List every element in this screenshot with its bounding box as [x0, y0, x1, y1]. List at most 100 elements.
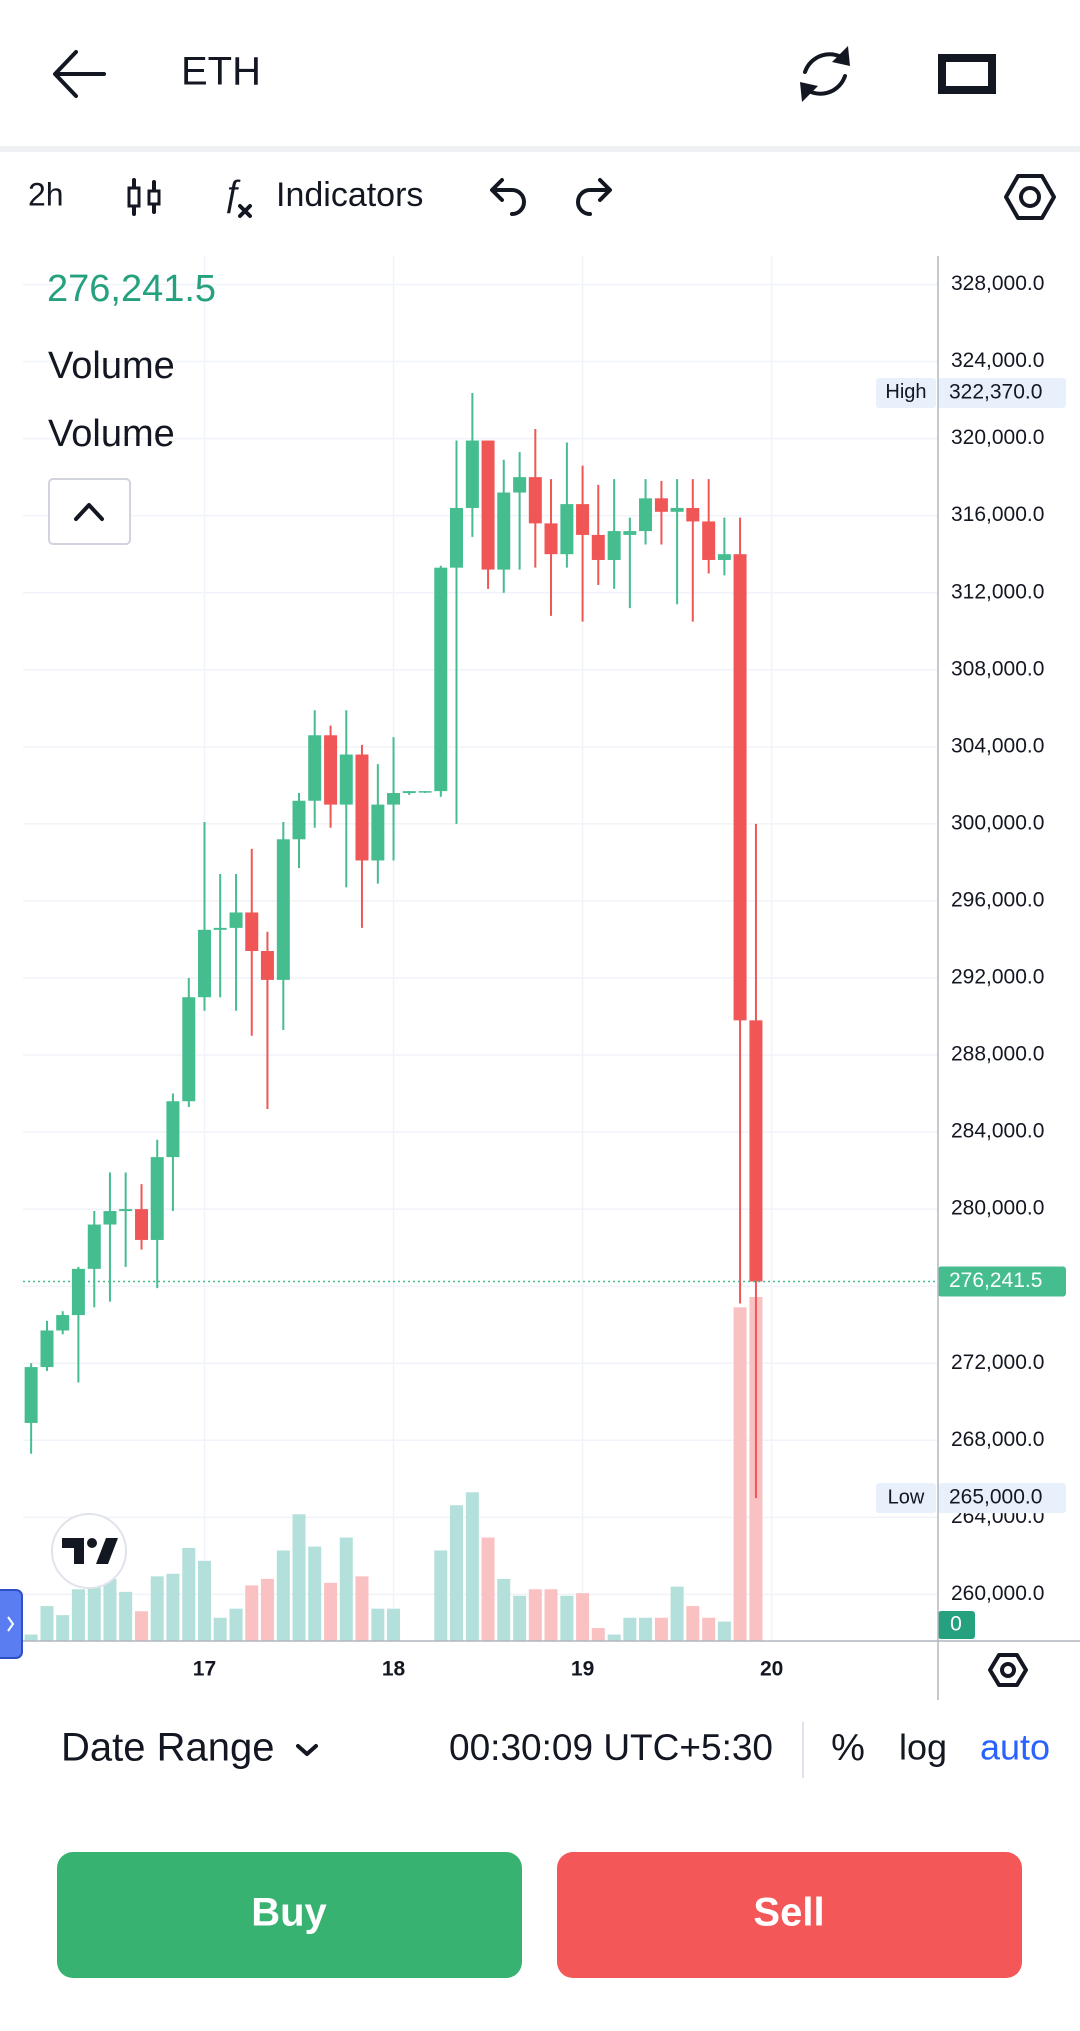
- candle-body: [339, 754, 353, 805]
- candle-body: [150, 1157, 164, 1240]
- candle-body: [166, 1101, 180, 1158]
- y-tick-label: 292,000.0: [951, 966, 1044, 989]
- collapse-legend-button[interactable]: [48, 478, 131, 545]
- y-tick-label: 272,000.0: [951, 1351, 1044, 1374]
- y-tick-label: 304,000.0: [951, 734, 1044, 757]
- settings-button[interactable]: [1004, 174, 1056, 220]
- y-tick-label: 328,000.0: [951, 272, 1044, 295]
- indicators-button[interactable]: ƒ Indicators: [222, 173, 423, 218]
- volume-bar: [229, 1608, 243, 1641]
- tradingview-logo[interactable]: [51, 1513, 127, 1589]
- volume-bar: [119, 1591, 133, 1641]
- buy-label: Buy: [251, 1891, 327, 1935]
- candles: [24, 392, 763, 1499]
- date-range-button[interactable]: Date Range: [61, 1726, 274, 1770]
- volume-bar: [449, 1505, 463, 1641]
- volume-bar: [56, 1615, 70, 1641]
- legend-price: 276,241.5: [47, 268, 216, 310]
- y-tick-label: 316,000.0: [951, 503, 1044, 526]
- candle-body: [135, 1209, 149, 1240]
- volume-bar: [481, 1537, 495, 1641]
- candle-body: [103, 1211, 117, 1225]
- x-tick-label: 17: [193, 1658, 216, 1681]
- candle-body: [686, 507, 700, 522]
- volume-bar: [387, 1608, 401, 1641]
- candle-body: [560, 504, 574, 555]
- x-tick-label: 20: [760, 1658, 783, 1681]
- volume-bar: [717, 1621, 731, 1641]
- volume-bar: [544, 1589, 558, 1641]
- last-price-label: 276,241.5: [949, 1269, 1042, 1292]
- marker-name: High: [885, 381, 926, 403]
- volume-bar: [40, 1606, 54, 1641]
- candle-body: [717, 554, 731, 560]
- buy-button[interactable]: Buy: [57, 1852, 522, 1978]
- x-tick-label: 19: [571, 1658, 594, 1681]
- volume-bar: [150, 1576, 164, 1641]
- candle-body: [71, 1268, 85, 1316]
- volume-bar: [324, 1582, 338, 1641]
- back-button[interactable]: [53, 50, 106, 98]
- candle-body: [670, 507, 684, 512]
- volume-bar: [686, 1606, 700, 1641]
- candle-body: [197, 929, 211, 998]
- y-tick-label: 288,000.0: [951, 1043, 1044, 1066]
- marker-value: 265,000.0: [949, 1486, 1042, 1509]
- auto-toggle[interactable]: auto: [980, 1727, 1050, 1768]
- volume: [24, 1297, 763, 1641]
- candle-body: [654, 498, 668, 512]
- volume-bar: [135, 1611, 149, 1641]
- volume-bar: [465, 1492, 479, 1641]
- volume-bar: [103, 1578, 117, 1641]
- candle-body: [260, 951, 274, 980]
- interval[interactable]: 2h: [28, 176, 64, 212]
- page-title: ETH: [181, 50, 261, 94]
- volume-bar: [24, 1634, 38, 1641]
- chart-type-button[interactable]: [127, 178, 161, 216]
- volume-bar: [497, 1578, 511, 1641]
- candle-body: [576, 504, 590, 535]
- y-tick-label: 284,000.0: [951, 1120, 1044, 1143]
- refresh-button[interactable]: [800, 46, 850, 102]
- y-tick-label: 324,000.0: [951, 349, 1044, 372]
- fullscreen-button[interactable]: [938, 54, 996, 94]
- candle-body: [749, 1020, 763, 1282]
- axis-settings-button[interactable]: [988, 1653, 1028, 1687]
- candle-body: [434, 567, 448, 792]
- marker-name-box: [876, 377, 936, 408]
- indicators-label: Indicators: [276, 176, 423, 214]
- candle-body: [324, 735, 338, 805]
- percent-toggle[interactable]: %: [831, 1727, 865, 1769]
- undo-button[interactable]: [490, 178, 526, 216]
- candle-body: [528, 477, 542, 524]
- volume-bar: [355, 1576, 369, 1641]
- volume-bar: [339, 1537, 353, 1641]
- y-tick-label: 260,000.0: [951, 1582, 1044, 1605]
- redo-button[interactable]: [576, 178, 612, 216]
- candle-body: [607, 531, 621, 560]
- candle-body: [387, 793, 401, 805]
- candle-body: [355, 754, 369, 861]
- volume-bar: [276, 1550, 290, 1641]
- candle-body: [292, 800, 306, 840]
- volume-bar: [213, 1617, 227, 1641]
- log-toggle[interactable]: log: [899, 1727, 947, 1768]
- volume-bar: [87, 1582, 101, 1641]
- legend-entry: Volume: [48, 413, 175, 455]
- candle-body: [276, 839, 290, 980]
- marker-name-box: [876, 1483, 936, 1514]
- y-tick-label: 320,000.0: [951, 426, 1044, 449]
- volume-bar: [308, 1546, 322, 1641]
- sell-button[interactable]: Sell: [557, 1852, 1022, 1978]
- side-tab[interactable]: [0, 1589, 23, 1659]
- overlays: 328,000.0 324,000.0 320,000.0 316,000.0 312,…: [23, 272, 1066, 1681]
- volume-bar: [639, 1617, 653, 1641]
- volume-bar: [607, 1634, 621, 1641]
- volume-bar: [623, 1617, 637, 1641]
- candle-body: [449, 507, 463, 568]
- volume-bar: [197, 1560, 211, 1641]
- candle-body: [87, 1224, 101, 1269]
- volume-bar: [702, 1617, 716, 1641]
- marker-value: 322,370.0: [949, 381, 1042, 404]
